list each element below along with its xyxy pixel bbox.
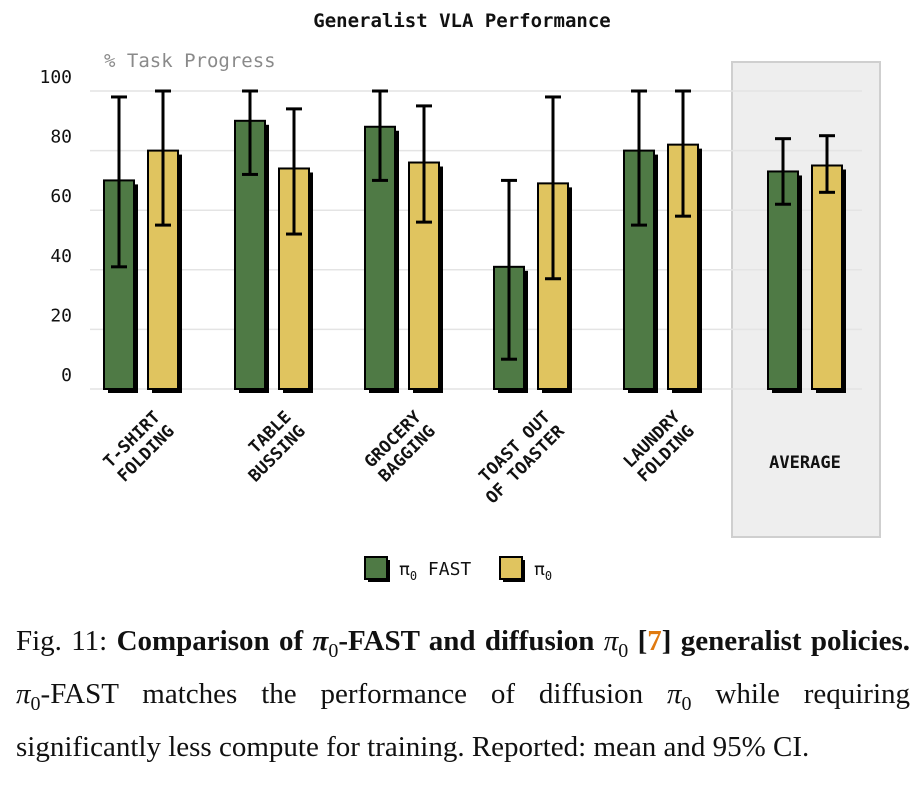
caption-pi-symbol: π (312, 625, 329, 657)
caption-text-a: -FAST matches the performance of diffusi… (40, 677, 667, 710)
caption-pi-subscript-3: 0 (30, 692, 41, 715)
chart-figure: Generalist VLA Performance % Task Progres… (39, 10, 881, 583)
legend-swatch (364, 556, 388, 580)
y-tick-label: 80 (50, 127, 72, 148)
caption-pi-subscript: 0 (328, 639, 339, 662)
bar (811, 164, 843, 390)
caption-label: Fig. 11: (16, 625, 108, 657)
caption-bold-a: Comparison of (116, 625, 313, 657)
y-tick-label: 100 (39, 67, 72, 88)
x-category-label: AVERAGE (769, 453, 841, 473)
y-tick-label: 0 (61, 365, 72, 386)
caption-pi-symbol-3: π (16, 677, 31, 710)
legend-label: π0 FAST (399, 559, 471, 583)
bar (767, 170, 799, 390)
caption-bold-b: -FAST and diffusion (338, 625, 604, 657)
caption-text-b: while requiring significantly less compu… (16, 677, 910, 763)
caption-bold-c: generalist policies. (671, 625, 910, 657)
y-tick-label: 20 (50, 305, 72, 326)
caption-pi-symbol-2: π (603, 625, 619, 657)
caption-reference[interactable]: 7 (647, 625, 662, 657)
bar-chart: Generalist VLA Performance % Task Progres… (39, 10, 881, 583)
legend-label: π0 (534, 559, 552, 583)
caption-pi-symbol-4: π (666, 677, 682, 710)
average-highlight-box (731, 61, 881, 538)
caption-pi-subscript-2: 0 (618, 639, 629, 662)
caption-pi-subscript-4: 0 (681, 692, 692, 715)
y-axis-label: % Task Progress (104, 50, 276, 72)
chart-title: Generalist VLA Performance (313, 10, 610, 32)
figure-caption: Fig. 11: Comparison of π0-FAST and diffu… (16, 625, 910, 763)
y-tick-label: 40 (50, 246, 72, 267)
legend-swatch (499, 556, 523, 580)
y-tick-label: 60 (50, 186, 72, 207)
